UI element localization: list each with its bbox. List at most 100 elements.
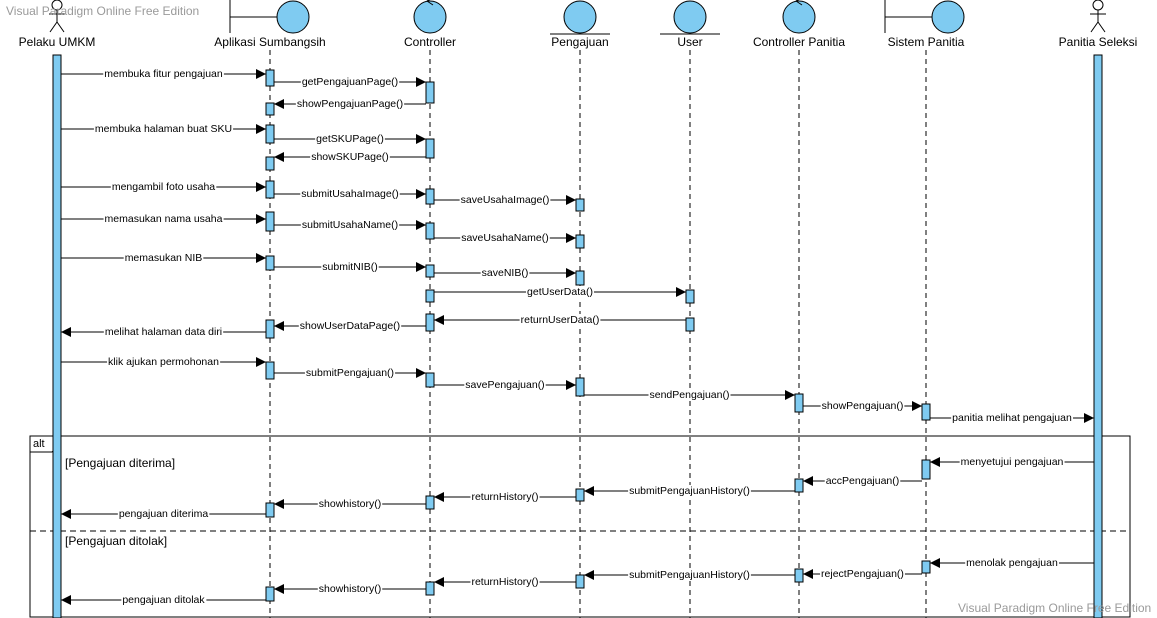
- message: saveUsahaName(): [434, 232, 576, 244]
- message-label: menyetujui pengajuan: [961, 456, 1064, 468]
- message-label: submitUsahaImage(): [301, 188, 398, 200]
- message-label: submitPengajuanHistory(): [629, 569, 750, 581]
- entity-icon: [550, 0, 610, 35]
- message-label: sendPengajuan(): [650, 389, 730, 401]
- message-label: submitPengajuanHistory(): [629, 485, 750, 497]
- message: submitUsahaImage(): [274, 188, 426, 200]
- activation-bar: [425, 581, 435, 596]
- activation-bar: [921, 403, 931, 421]
- message-label: getSKUPage(): [316, 133, 384, 145]
- message: getUserData(): [434, 286, 686, 298]
- message: returnUserData(): [434, 314, 686, 326]
- message-label: returnUserData(): [521, 314, 600, 326]
- activation-bar: [575, 234, 585, 249]
- message-label: showSKUPage(): [311, 151, 389, 163]
- message-label: membuka fitur pengajuan: [104, 68, 223, 80]
- activation-bar: [425, 188, 435, 205]
- participant-label: Aplikasi Sumbangsih: [214, 35, 325, 49]
- message-label: getPengajuanPage(): [302, 76, 398, 88]
- message: pengajuan diterima: [61, 508, 266, 520]
- activation-bar: [425, 495, 435, 510]
- watermark-top: Visual Paradigm Online Free Edition: [6, 4, 200, 18]
- activation-bar: [265, 586, 275, 602]
- message-label: showhistory(): [319, 583, 381, 595]
- activation-bar: [575, 574, 585, 589]
- participant-label: Panitia Seleksi: [1059, 35, 1138, 49]
- message: getSKUPage(): [274, 133, 426, 145]
- message: showUserDataPage(): [274, 320, 426, 332]
- message: mengambil foto usaha: [61, 181, 266, 193]
- guard-rejected: [Pengajuan ditolak]: [65, 534, 167, 548]
- activation-bar: [265, 361, 275, 380]
- activation-bar: [265, 502, 275, 518]
- lifeline-pengajuan: Pengajuan: [550, 0, 610, 618]
- message: pengajuan ditolak: [61, 594, 266, 606]
- actor-icon: [49, 0, 65, 33]
- message: showhistory(): [274, 583, 426, 595]
- message: menolak pengajuan: [930, 557, 1094, 569]
- fragment-operator: alt: [33, 438, 45, 450]
- activation-bar: [685, 289, 695, 304]
- activation-bar: [265, 69, 275, 87]
- message-label: accPengajuan(): [826, 475, 900, 487]
- activation-bar: [265, 255, 275, 271]
- activation-bar: [425, 289, 435, 303]
- activation-bar: [425, 222, 435, 240]
- message-label: showPengajuanPage(): [297, 98, 403, 110]
- activation-bar: [425, 372, 435, 388]
- actor-icon: [1090, 0, 1106, 33]
- lifeline-ctrlpanitia: Controller Panitia: [753, 0, 845, 618]
- message-label: saveNIB(): [482, 267, 529, 279]
- message-label: submitPengajuan(): [306, 367, 394, 379]
- message-label: returnHistory(): [471, 576, 538, 588]
- activation-bar: [425, 81, 435, 104]
- message: sendPengajuan(): [584, 389, 795, 401]
- activation-bar: [265, 124, 275, 144]
- message-label: showPengajuan(): [822, 400, 904, 412]
- participant-label: Sistem Panitia: [888, 35, 965, 49]
- lifeline-user: User: [660, 0, 720, 618]
- message: melihat halaman data diri: [61, 326, 266, 338]
- participant-label: Controller: [404, 35, 456, 49]
- message-label: rejectPengajuan(): [821, 568, 904, 580]
- message: saveNIB(): [434, 267, 576, 279]
- message-label: mengambil foto usaha: [112, 181, 215, 193]
- message: accPengajuan(): [803, 475, 922, 487]
- message: returnHistory(): [434, 491, 576, 503]
- message: rejectPengajuan(): [803, 568, 922, 580]
- message-label: melihat halaman data diri: [105, 326, 222, 338]
- activation-bar: [921, 560, 931, 574]
- message: panitia melihat pengajuan: [930, 412, 1094, 424]
- message-label: submitNIB(): [322, 261, 377, 273]
- activation-bar: [921, 459, 931, 480]
- message: submitPengajuan(): [274, 367, 426, 379]
- lifeline-panitia: Panitia Seleksi: [1059, 0, 1138, 618]
- activation-bar: [425, 138, 435, 159]
- message-label: menolak pengajuan: [966, 557, 1058, 569]
- message: submitPengajuanHistory(): [584, 569, 795, 581]
- message-label: showUserDataPage(): [300, 320, 400, 332]
- participant-label: Pengajuan: [551, 35, 608, 49]
- activation-bar: [265, 319, 275, 339]
- message-label: saveUsahaName(): [461, 232, 549, 244]
- message: menyetujui pengajuan: [930, 456, 1094, 468]
- entity-icon: [660, 0, 720, 35]
- message: showPengajuanPage(): [274, 98, 426, 110]
- participant-label: User: [677, 35, 702, 49]
- message: showhistory(): [274, 498, 426, 510]
- activation-bar: [794, 568, 804, 583]
- participant-label: Controller Panitia: [753, 35, 845, 49]
- message-label: pengajuan diterima: [119, 508, 208, 520]
- lifeline-aplikasi: Aplikasi Sumbangsih: [214, 0, 326, 618]
- message-label: klik ajukan permohonan: [108, 356, 219, 368]
- activation-bar: [265, 180, 275, 199]
- message: savePengajuan(): [434, 379, 576, 391]
- control-icon: [782, 0, 816, 34]
- boundary-icon: [229, 0, 310, 34]
- message-label: submitUsahaName(): [302, 219, 398, 231]
- message: submitNIB(): [274, 261, 426, 273]
- activation-bar: [265, 211, 275, 232]
- lifeline-sistem: Sistem Panitia: [884, 0, 965, 618]
